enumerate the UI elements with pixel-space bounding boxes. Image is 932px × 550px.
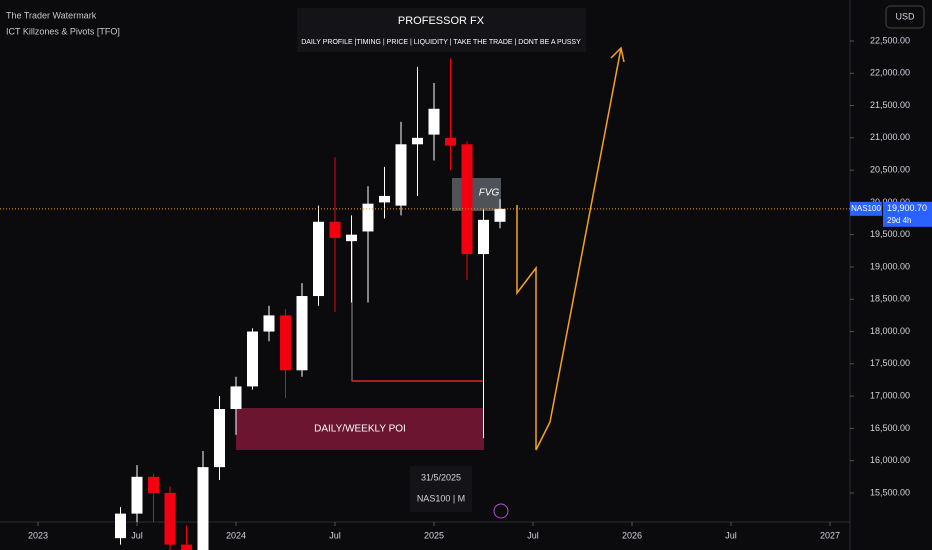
y-tick-label: 17,500.00 [870, 358, 910, 368]
alert-icon[interactable] [493, 503, 509, 519]
candle-body [280, 315, 291, 371]
candle-body [395, 144, 407, 206]
y-tick-label: 19,000.00 [870, 261, 910, 271]
y-tick-label: 19,500.00 [870, 229, 910, 239]
x-tick-label: Jul [329, 530, 341, 540]
candle-body [115, 513, 126, 539]
info-box [410, 466, 472, 512]
candle-body [412, 137, 423, 145]
currency-label[interactable]: USD [895, 11, 915, 21]
title: PROFESSOR FX [398, 15, 485, 27]
y-tick-label: 21,000.00 [870, 132, 910, 142]
currency-button[interactable] [885, 5, 925, 29]
candle-body [461, 144, 473, 255]
candle-body [247, 331, 258, 387]
info-symbol: NAS100 | M [417, 493, 465, 503]
info-date: 31/5/2025 [421, 472, 461, 482]
candle-body [379, 195, 390, 203]
symbol-tag [850, 201, 882, 216]
y-tick-label: 18,500.00 [870, 294, 910, 304]
y-tick-label: 20,500.00 [870, 165, 910, 175]
candle-body [131, 476, 143, 514]
drawings: PROFESSOR FX DAILY PROFILE |TIMING | PRI… [6, 5, 925, 519]
y-tick-label: 16,500.00 [870, 423, 910, 433]
candle-body [478, 219, 489, 255]
candle-body [263, 315, 275, 332]
x-tick-label: Jul [527, 530, 539, 540]
indicator-label: ICT Killzones & Pivots [TFO] [6, 26, 120, 36]
x-tick-label: 2024 [226, 530, 246, 540]
y-tick-label: 18,000.00 [870, 326, 910, 336]
x-tick-label: Jul [131, 530, 143, 540]
y-tick-label: 16,000.00 [870, 455, 910, 465]
candle-body [230, 386, 242, 410]
y-tick-label: 15,500.00 [870, 487, 910, 497]
candle-body [362, 203, 374, 232]
candle-body [428, 108, 440, 135]
candle-body [197, 467, 209, 550]
poi-label: DAILY/WEEKLY POI [314, 424, 406, 435]
candle-body [148, 476, 159, 493]
y-tick-label: 21,500.00 [870, 100, 910, 110]
candle-body [329, 221, 341, 238]
indicator-label: The Trader Watermark [6, 10, 97, 20]
candle-body [346, 234, 357, 242]
x-tick-label: Jul [725, 530, 737, 540]
x-tick-label: 2027 [820, 530, 840, 540]
countdown-label: 29d 4h [887, 216, 911, 225]
fvg-zone [452, 178, 501, 211]
candle-body [296, 296, 308, 371]
y-tick-label: 22,000.00 [870, 68, 910, 78]
poi-zone [236, 408, 484, 450]
y-tick-label: 17,000.00 [870, 390, 910, 400]
candle-body [494, 208, 506, 222]
y-tick-label: 20,000.00 [870, 197, 910, 207]
candle-body [214, 409, 225, 468]
projection-path [516, 47, 622, 451]
price-tag-label: 19,900.70 [887, 203, 927, 213]
subtitle: DAILY PROFILE |TIMING | PRICE | LIQUIDIT… [301, 39, 581, 46]
symbol-tag-label: NAS100 [851, 204, 881, 213]
fvg-label: FVG [479, 188, 500, 199]
candle-body [181, 544, 192, 550]
candle-body [445, 137, 456, 146]
title-box [297, 8, 586, 52]
x-tick-label: 2026 [622, 530, 642, 540]
candle-body [313, 221, 324, 297]
candle-body [164, 492, 176, 545]
x-tick-label: 2023 [28, 530, 48, 540]
price-tag [883, 201, 932, 227]
projection-arrow [610, 46, 625, 63]
y-tick-label: 22,500.00 [870, 35, 910, 45]
x-tick-label: 2025 [424, 530, 444, 540]
